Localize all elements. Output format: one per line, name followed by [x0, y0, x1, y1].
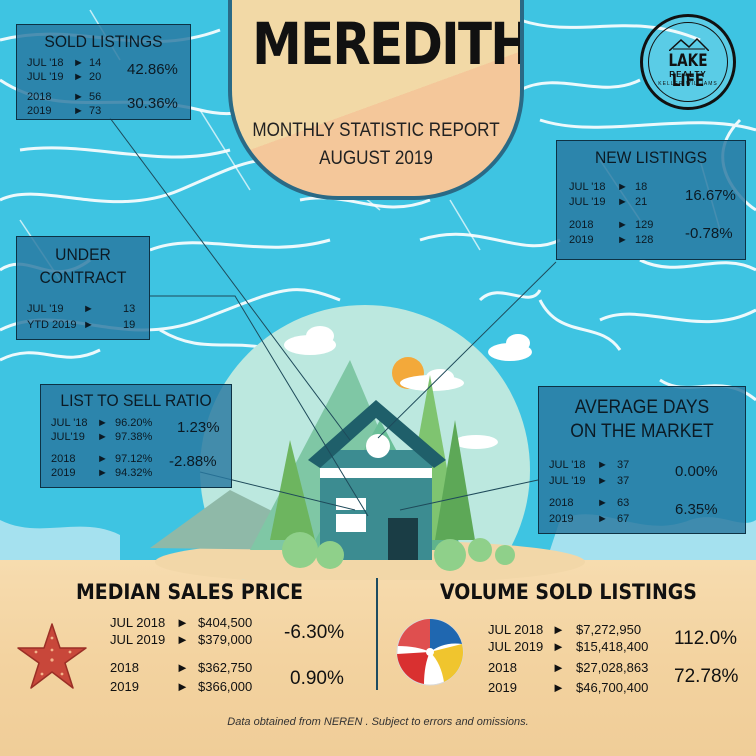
volume-pct-year: 72.78%: [674, 666, 739, 687]
report-subtitle: MONTHLY STATISTIC REPORT: [252, 120, 500, 141]
starfish-icon: [17, 623, 87, 689]
logo-name: LAKE LIFE: [668, 51, 708, 91]
sold-listings-panel: SOLD LISTINGS JUL '18 ► 14 JUL '19 ► 20 2018…: [16, 24, 191, 120]
days-pct-month: 0.00%: [675, 463, 718, 480]
volume-pct-month: 112.0%: [674, 628, 738, 649]
sold-listings-title: SOLD LISTINGS: [44, 32, 163, 51]
under-contract-title-2: CONTRACT: [39, 268, 127, 287]
logo-tagline: KELLER WILLIAMS: [658, 81, 718, 87]
median-pct-year: 0.90%: [290, 668, 344, 689]
logo-ring: [648, 22, 728, 102]
volume-sold-title: VOLUME SOLD LISTINGS: [440, 580, 697, 604]
median-row-2: JUL 2019 ► $379,000: [110, 632, 253, 647]
average-days-title-1: AVERAGE DAYS: [574, 397, 710, 418]
volume-row-4: 2019 ► $46,700,400: [488, 680, 649, 695]
ratio-pct-month: 1.23%: [177, 419, 220, 436]
new-pct-year: -0.78%: [685, 225, 733, 242]
report-date: AUGUST 2019: [319, 148, 433, 169]
lake-life-realty-logo: LAKE LIFE REALTY KELLER WILLIAMS: [640, 14, 736, 110]
page-title: MEREDITH: [252, 10, 524, 78]
volume-row-1: JUL 2018 ► $7,272,950: [488, 622, 642, 637]
median-row-1: JUL 2018 ► $404,500: [110, 615, 253, 630]
median-row-4: 2019 ► $366,000: [110, 679, 253, 694]
average-days-title-2: ON THE MARKET: [570, 421, 714, 442]
sold-pct-year: 30.36%: [127, 95, 178, 112]
median-row-3: 2018 ► $362,750: [110, 660, 253, 675]
new-listings-panel: NEW LISTINGS JUL '18 ► 18 JUL '19 ► 21 2018 ►…: [556, 140, 746, 260]
under-contract-panel: UNDER CONTRACT JUL '19 ► 13 YTD 2019 ► 19: [16, 236, 150, 340]
title-banner: MEREDITH MONTHLY STATISTIC REPORT AUGUST…: [228, 0, 524, 200]
median-price-title: MEDIAN SALES PRICE: [76, 580, 304, 604]
bush-icons: [282, 532, 515, 571]
section-divider: [376, 578, 378, 690]
sold-pct-month: 42.86%: [127, 61, 178, 78]
logo-sub: REALTY: [669, 70, 707, 79]
new-pct-month: 16.67%: [685, 187, 736, 204]
list-to-sell-panel: LIST TO SELL RATIO JUL '18 ► 96.20% JUL'19…: [40, 384, 232, 488]
footer-disclaimer: Data obtained from NEREN . Subject to er…: [227, 716, 529, 728]
days-pct-year: 6.35%: [675, 501, 718, 518]
volume-row-3: 2018 ► $27,028,863: [488, 660, 649, 675]
median-pct-month: -6.30%: [284, 622, 345, 643]
ratio-pct-year: -2.88%: [169, 453, 217, 470]
new-listings-title: NEW LISTINGS: [594, 148, 708, 167]
under-contract-title-1: UNDER: [55, 245, 111, 264]
volume-row-2: JUL 2019 ► $15,418,400: [488, 639, 649, 654]
mountain-icon: [669, 37, 709, 51]
list-to-sell-title: LIST TO SELL RATIO: [60, 391, 212, 410]
beach-ball-icon: [396, 618, 464, 686]
average-days-panel: AVERAGE DAYS ON THE MARKET JUL '18 ► 37 JU…: [538, 386, 746, 534]
sand-background: [0, 560, 756, 756]
